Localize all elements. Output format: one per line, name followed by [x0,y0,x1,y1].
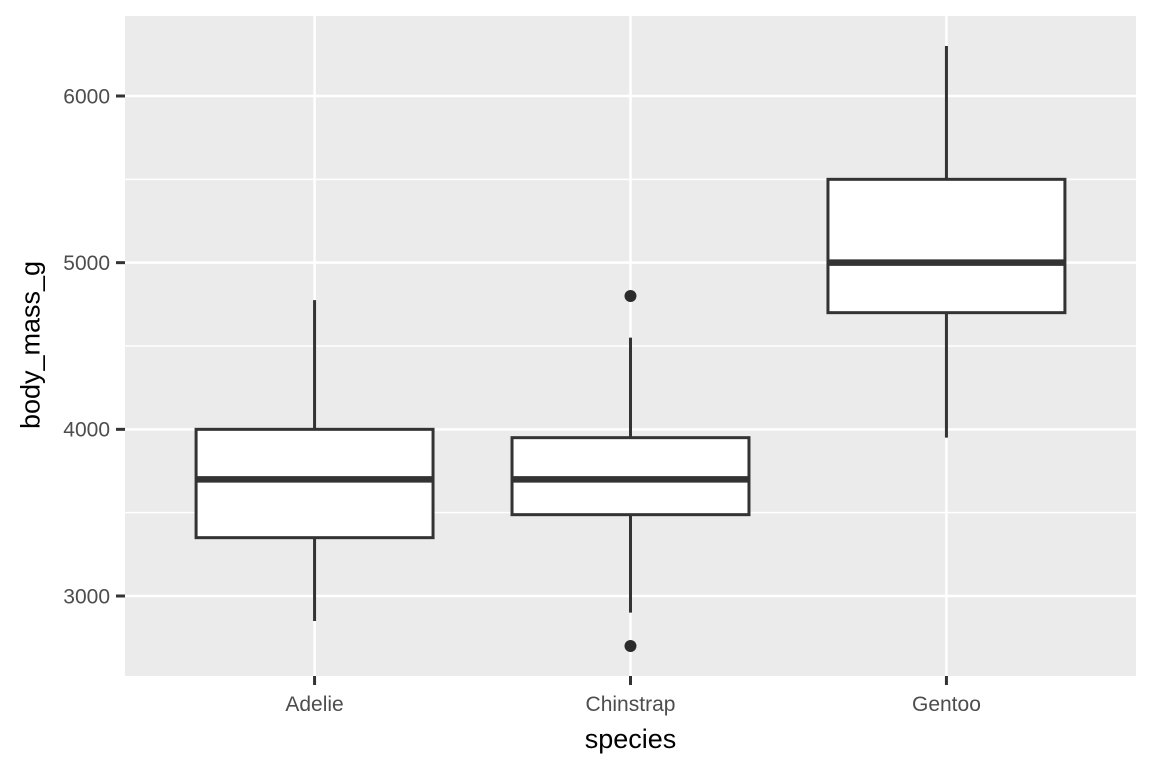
outlier-point [624,640,637,652]
x-tick-label: Adelie [285,693,343,716]
y-tick-label: 6000 [63,85,110,108]
box-gentoo [826,46,1067,438]
y-tick-label: 5000 [63,252,110,275]
outlier-point [624,290,637,302]
iqr-box [826,177,1067,315]
x-axis-title: species [584,724,677,754]
iqr-box [194,427,435,540]
box-chinstrap [510,290,751,652]
y-tick-label: 3000 [63,585,110,608]
y-tick-label: 4000 [63,419,110,442]
y-axis-title: body_mass_g [15,260,46,430]
x-tick-label: Gentoo [912,693,981,716]
box-adelie [194,300,435,621]
x-tick-label: Chinstrap [586,693,676,716]
